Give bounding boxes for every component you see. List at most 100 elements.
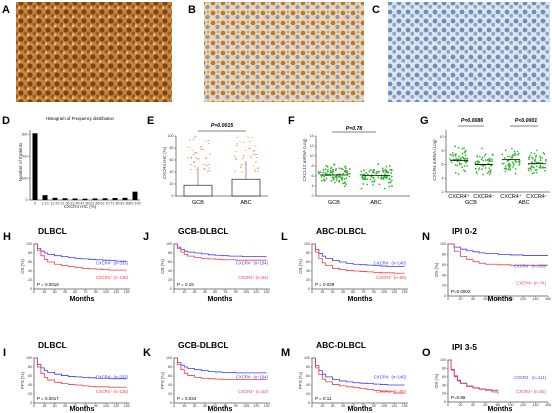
cxcr4-point <box>466 157 468 160</box>
box-plot-ytick-label: 20 <box>170 182 174 186</box>
km-xtick-label: 60 <box>351 404 355 408</box>
km-ytick-label: 100 <box>440 242 446 246</box>
histogram-category-label: 61-70 <box>100 202 109 206</box>
cxcr4-point <box>462 156 464 159</box>
cxcr4-point <box>514 153 517 156</box>
km-xtick-label: 15 <box>320 290 324 294</box>
km-xtick-label: 120 <box>253 404 259 408</box>
cxcr4-point <box>512 161 514 163</box>
cxcr4-point <box>509 164 512 167</box>
km-ytick-label: 20 <box>442 392 446 396</box>
cxcl12-point <box>390 172 393 174</box>
cxcr4-point <box>501 162 504 165</box>
km-ytick-label: 20 <box>442 284 446 288</box>
km-ytick-label: 60 <box>168 374 172 378</box>
cxcl12-point <box>332 176 335 179</box>
cxcr4-point <box>461 152 464 155</box>
km-xtick-label: 140 <box>533 297 539 301</box>
cxcr4-point <box>535 161 538 164</box>
km-xlabel: Months <box>348 296 373 303</box>
km-legend-positive: CXCR4⁺ (n=74) <box>516 281 546 286</box>
cxcl12-point <box>387 171 390 174</box>
km-ytick-label: 100 <box>304 242 310 246</box>
cxcr4-point <box>528 169 530 172</box>
cxcr4-point <box>544 169 546 172</box>
cxcr4-point <box>506 155 509 158</box>
box-plot-bar <box>231 178 261 197</box>
cxcr4-point <box>534 160 536 163</box>
km-curve-negative <box>34 243 127 262</box>
cxcr4-point <box>511 147 513 150</box>
cxcr4-point <box>530 168 532 171</box>
box-plot-outlier-dot <box>252 150 255 152</box>
cxcr4-point <box>503 162 505 165</box>
cxcr4-point <box>492 154 494 156</box>
box-plot-outlier-dot <box>234 156 236 157</box>
km-ytick-label: 40 <box>28 383 32 387</box>
histogram-ytick-label: 100 <box>22 176 28 180</box>
box-plot-outlier-dot <box>234 170 237 172</box>
cxcr4-point <box>466 160 469 163</box>
cxcr4-point <box>486 158 489 161</box>
box-plot-outlier-dot <box>208 142 210 144</box>
cxcl12-point <box>335 174 338 177</box>
cxcr4-point <box>484 159 487 162</box>
box-plot-category-label: ABC <box>240 200 251 206</box>
cxcl12-point <box>360 170 363 173</box>
km-ytick-label: 0 <box>308 401 310 405</box>
box-plot-bar <box>183 184 213 197</box>
cxcr4-point <box>512 166 514 168</box>
cxcr4-scatter-panel: P=0.0086 P<0.0001 CXCR4 mRNA (Log) 2 4 6 8 1… <box>432 118 550 206</box>
cxcr4-point <box>482 164 485 167</box>
box-plot-outlier-dot <box>241 157 244 159</box>
km-pvalue: P = 0.0017 <box>37 396 59 401</box>
cxcl12-point <box>317 171 320 173</box>
box-plot-outlier-dot <box>234 157 237 159</box>
km-title: GCB-DLBCL <box>178 340 229 350</box>
cxcr4-point <box>530 156 533 159</box>
cxcr4-point <box>504 165 507 167</box>
cxcl12-point <box>371 180 373 183</box>
cxcr4-point <box>527 167 530 170</box>
histogram-category-label: 71-80 <box>110 202 119 206</box>
cxcl12-point <box>324 179 327 182</box>
km-xtick-label: 30 <box>53 290 57 294</box>
km-xtick-label: 160 <box>545 297 551 301</box>
cxcl12-ytick-label: 6 <box>312 174 314 178</box>
box-plot-outlier-dot <box>190 157 192 159</box>
cxcr4-pvalue-gcb: P=0.0086 <box>461 118 483 124</box>
cxcr4-point <box>455 157 458 160</box>
cxcl12-point <box>388 185 391 188</box>
cxcl12-point <box>318 172 320 175</box>
km-curve-positive <box>312 357 405 394</box>
box-plot-outlier-dot <box>234 151 237 153</box>
histogram-bar <box>92 198 98 200</box>
box-plot-outlier-dot <box>256 157 258 158</box>
km-xlabel: Months <box>488 406 513 413</box>
histogram-category-label: 51-60 <box>90 202 99 206</box>
cxcr4-point <box>491 158 493 161</box>
histogram-ytick-label: 0 <box>26 198 28 202</box>
cxcr4-point <box>485 153 487 155</box>
cxcl12-point <box>373 179 376 182</box>
box-plot-outlier-dot <box>198 158 200 160</box>
cxcr4-point <box>481 156 484 159</box>
panel-label-g: G <box>420 115 429 127</box>
cxcr4-point <box>536 149 538 152</box>
km-ytick-label: 100 <box>166 242 172 246</box>
cxcr4-point <box>530 164 533 167</box>
cxcr4-point <box>450 161 453 164</box>
km-ytick-label: 0 <box>30 401 32 405</box>
box-plot-outlier-dot <box>253 150 256 151</box>
cxcl12-point <box>361 176 363 179</box>
km-xtick-label: 120 <box>520 297 526 301</box>
cxcr4-point <box>464 170 466 173</box>
box-plot-outlier-dot <box>191 149 194 151</box>
box-plot-outlier-dot <box>200 146 202 148</box>
km-legend-positive: CXCR4⁺ (n=135) <box>96 389 129 394</box>
histogram-title: Histogram of Frequency distribution <box>46 116 114 121</box>
cxcr4-point <box>538 166 541 169</box>
box-plot-outlier-dot <box>194 166 196 167</box>
cxcl12-point <box>391 185 393 187</box>
